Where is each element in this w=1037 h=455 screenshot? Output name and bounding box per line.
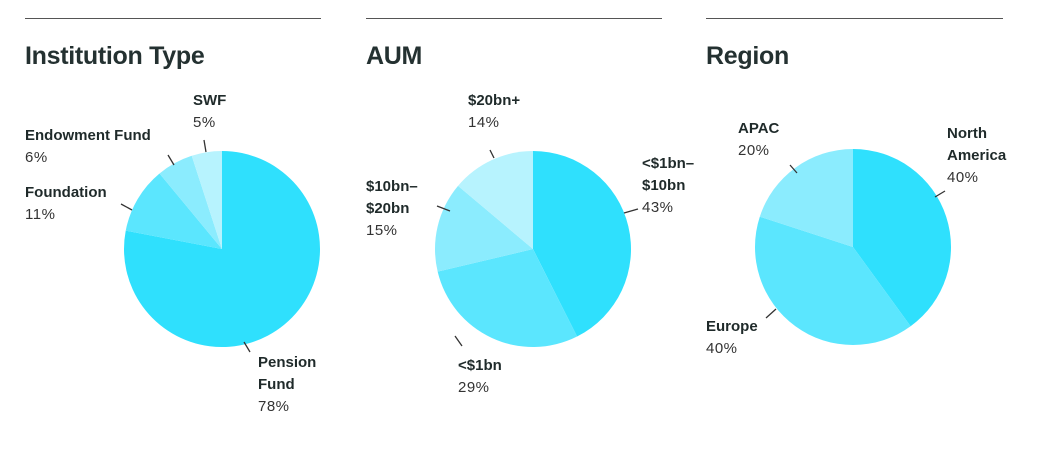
leader-line	[623, 208, 639, 214]
slice-name: Pension	[258, 354, 317, 371]
slice-name: $10bn–$20bn	[366, 178, 418, 217]
pie-slice	[435, 185, 533, 272]
slice-label-europe: Europe 40%	[706, 316, 758, 360]
slice-name: America	[947, 147, 1007, 164]
slice-percent: 43%	[642, 199, 674, 216]
slice-label-foundation: Foundation 11%	[25, 182, 107, 226]
leader-line	[454, 335, 463, 347]
slice-percent: 11%	[25, 206, 56, 223]
slice-percent: 78%	[258, 398, 290, 415]
leader-line	[934, 190, 946, 198]
pie-slice	[191, 151, 222, 249]
slice-label-apac: APAC 20%	[738, 118, 779, 162]
slice-percent: 6%	[25, 149, 48, 166]
slice-percent: 20%	[738, 142, 770, 159]
slice-percent: 40%	[947, 169, 979, 186]
slice-label-under-1bn: <$1bn 29%	[458, 355, 502, 399]
leader-line	[120, 203, 133, 211]
divider	[706, 18, 1003, 19]
slice-label-endowment-fund: Endowment Fund 6%	[25, 125, 151, 169]
slice-name: Fund	[258, 376, 295, 393]
slice-label-10bn-20bn: $10bn–$20bn 15%	[366, 176, 426, 242]
pie-slice	[159, 155, 222, 249]
slice-percent: 15%	[366, 222, 398, 239]
slice-name: Endowment Fund	[25, 127, 151, 144]
divider	[25, 18, 321, 19]
slice-percent: 29%	[458, 379, 490, 396]
pie-slice	[754, 216, 911, 346]
chart-title-region: Region	[706, 42, 789, 70]
slice-name: <$1bn	[458, 357, 502, 374]
leader-line	[167, 154, 175, 166]
slice-percent: 40%	[706, 340, 738, 357]
chart-title-institution-type: Institution Type	[25, 42, 205, 70]
slice-label-1bn-10bn: <$1bn–$10bn 43%	[642, 153, 702, 219]
leader-line	[789, 164, 798, 174]
leader-line	[765, 308, 777, 319]
slice-name: Europe	[706, 318, 758, 335]
pie-slice	[853, 149, 951, 327]
pie-slice	[759, 149, 853, 247]
pie-0	[123, 151, 320, 347]
slice-name: <$1bn–$10bn	[642, 155, 695, 194]
leader-line	[243, 341, 251, 353]
pie-slice	[533, 151, 631, 337]
slice-name: Foundation	[25, 184, 107, 201]
slice-label-swf: SWF 5%	[193, 90, 226, 134]
pie-slice	[458, 151, 533, 249]
slice-percent: 14%	[468, 114, 500, 131]
slice-name: $20bn+	[468, 92, 521, 109]
chart-title-aum: AUM	[366, 42, 423, 70]
slice-label-north-america: North America 40%	[947, 123, 1006, 189]
slice-label-pension-fund: Pension Fund 78%	[258, 352, 316, 418]
slice-name: North	[947, 125, 987, 142]
leader-line	[436, 205, 451, 212]
leader-line	[203, 139, 207, 153]
slice-label-20bn-plus: $20bn+ 14%	[468, 90, 520, 134]
divider	[366, 18, 662, 19]
leader-line	[489, 149, 495, 159]
leader-lines	[120, 139, 946, 353]
slice-name: SWF	[193, 92, 227, 109]
slice-name: APAC	[738, 120, 780, 137]
pie-slice	[437, 249, 578, 347]
pie-slice	[125, 173, 222, 249]
pie-2	[754, 149, 951, 346]
pie-1	[435, 151, 631, 347]
slice-percent: 5%	[193, 114, 216, 131]
